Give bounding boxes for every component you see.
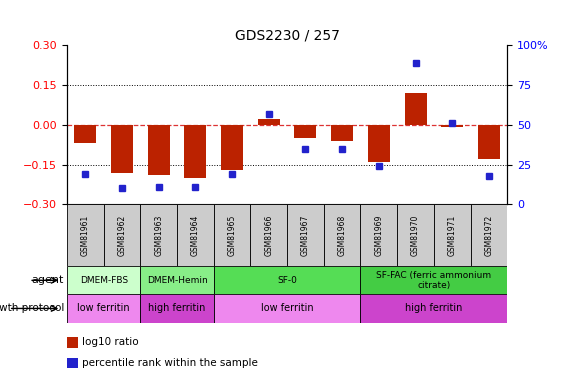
Bar: [360, 204, 397, 266]
Text: GSM81961: GSM81961: [81, 214, 90, 256]
Bar: [360, 266, 507, 294]
Bar: [434, 204, 470, 266]
Text: GSM81968: GSM81968: [338, 214, 347, 256]
Text: low ferritin: low ferritin: [261, 303, 314, 313]
Bar: [258, 119, 280, 124]
Bar: [67, 294, 141, 322]
Text: SF-0: SF-0: [277, 276, 297, 285]
Bar: [147, 124, 170, 175]
Text: low ferritin: low ferritin: [78, 303, 130, 313]
Bar: [111, 124, 133, 172]
Bar: [287, 204, 324, 266]
Bar: [441, 124, 463, 128]
Text: DMEM-Hemin: DMEM-Hemin: [147, 276, 208, 285]
Text: GSM81963: GSM81963: [154, 214, 163, 256]
Bar: [294, 124, 317, 138]
Text: GSM81964: GSM81964: [191, 214, 200, 256]
Text: GSM81972: GSM81972: [484, 214, 493, 256]
Bar: [141, 294, 214, 322]
Bar: [177, 204, 214, 266]
Text: GSM81965: GSM81965: [227, 214, 237, 256]
Text: GSM81962: GSM81962: [118, 214, 127, 256]
Bar: [360, 294, 507, 322]
Bar: [470, 204, 507, 266]
Text: percentile rank within the sample: percentile rank within the sample: [82, 358, 258, 368]
Text: growth protocol: growth protocol: [0, 303, 64, 313]
Bar: [331, 124, 353, 141]
Bar: [141, 204, 177, 266]
Text: GSM81967: GSM81967: [301, 214, 310, 256]
Text: GSM81970: GSM81970: [411, 214, 420, 256]
Text: agent: agent: [31, 275, 64, 285]
Text: GSM81969: GSM81969: [374, 214, 384, 256]
Text: SF-FAC (ferric ammonium
citrate): SF-FAC (ferric ammonium citrate): [376, 271, 491, 290]
Title: GDS2230 / 257: GDS2230 / 257: [235, 28, 339, 42]
Bar: [221, 124, 243, 170]
Text: high ferritin: high ferritin: [405, 303, 462, 313]
Bar: [405, 93, 427, 124]
Bar: [324, 204, 360, 266]
Text: log10 ratio: log10 ratio: [82, 338, 138, 347]
Bar: [67, 204, 104, 266]
Bar: [67, 266, 141, 294]
Bar: [214, 204, 251, 266]
Bar: [104, 204, 141, 266]
Bar: [368, 124, 390, 162]
Bar: [251, 204, 287, 266]
Bar: [75, 124, 96, 143]
Bar: [141, 266, 214, 294]
Text: high ferritin: high ferritin: [149, 303, 206, 313]
Text: GSM81966: GSM81966: [264, 214, 273, 256]
Bar: [397, 204, 434, 266]
Bar: [184, 124, 206, 178]
Bar: [214, 266, 360, 294]
Text: DMEM-FBS: DMEM-FBS: [80, 276, 128, 285]
Text: GSM81971: GSM81971: [448, 214, 456, 256]
Bar: [478, 124, 500, 159]
Bar: [214, 294, 360, 322]
